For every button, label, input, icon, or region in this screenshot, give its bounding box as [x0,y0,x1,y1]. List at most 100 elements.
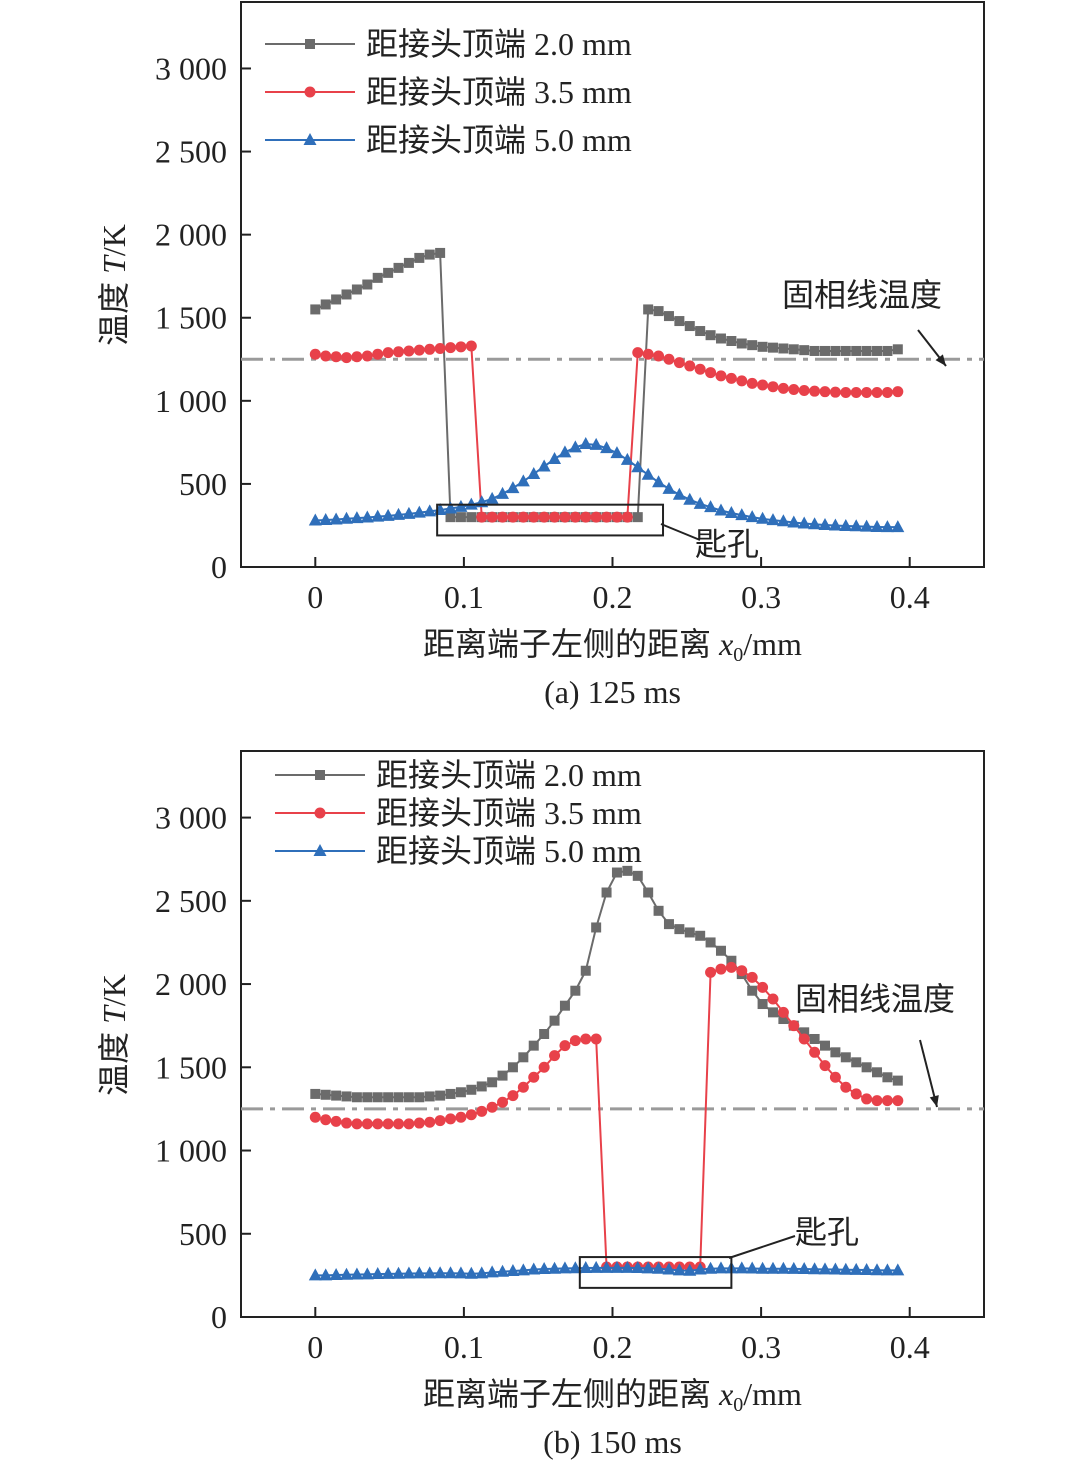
data-point-circle [840,1081,852,1093]
data-point-triangle [849,519,863,532]
data-point-triangle [381,508,395,521]
data-point-triangle [641,1261,655,1274]
data-point-circle [309,1111,321,1123]
data-point-square [674,924,685,935]
data-point-square [684,321,695,332]
data-point-triangle [704,500,718,513]
legend-label: 距接头顶端 3.5 mm [366,74,632,110]
keyhole-box [436,503,665,537]
y-tick-label: 2 000 [155,966,227,1002]
data-point-square [424,1091,435,1102]
data-point-circle [746,377,758,389]
data-point-triangle [423,504,437,517]
data-point-square [684,927,695,938]
data-point-circle [809,1046,821,1058]
data-point-triangle [392,507,406,520]
data-point-square [799,345,810,356]
data-point-triangle [860,519,874,532]
y-tick-label: 2 500 [155,883,227,919]
arrow-head-icon [929,1095,939,1107]
data-point-triangle [381,1266,395,1279]
data-point-triangle [714,503,728,516]
data-point-triangle [652,475,666,488]
series-circle [309,961,904,1273]
data-point-triangle [475,1266,489,1279]
data-point-triangle [880,1263,894,1276]
keyhole-box [578,1256,733,1289]
data-point-square [559,1000,570,1011]
data-point-circle [684,360,696,372]
data-point-circle [382,1118,394,1130]
data-point-square [643,887,654,898]
data-point-circle [393,1118,405,1130]
data-point-triangle [506,481,520,494]
data-point-square [435,1090,446,1101]
data-point-square [497,1070,508,1081]
data-point-triangle [589,1260,603,1273]
data-point-square [341,1091,352,1102]
data-point-square [372,272,383,283]
data-point-square [830,345,841,356]
arrow-head-icon [935,354,946,366]
data-point-triangle [683,1263,697,1276]
data-point-square [632,870,643,881]
data-point-square [653,306,664,317]
data-point-square [445,512,456,523]
y-tick-label: 1 500 [155,1049,227,1085]
data-point-triangle [610,1260,624,1273]
x-tick-label: 0 [307,1329,323,1365]
data-point-square [622,865,633,876]
data-point-triangle [870,1263,884,1276]
data-point-square [549,1015,560,1026]
data-point-triangle [548,451,562,464]
data-point-square [320,299,331,310]
data-point-triangle [444,501,458,514]
data-point-circle [413,1117,425,1129]
data-point-square [799,1027,810,1038]
data-point-square [362,279,373,290]
data-point-circle [517,511,529,523]
data-point-triangle [631,1261,645,1274]
y-axis-label-text: 温度 [96,1024,132,1096]
data-point-square [767,1007,778,1018]
data-point-triangle [402,506,416,519]
y-axis-label-unit: /K [96,974,132,1006]
data-point-circle [372,348,384,360]
data-point-triangle [454,1266,468,1279]
data-point-triangle [568,1261,582,1274]
data-point-triangle [485,491,499,504]
data-point-square [331,294,342,305]
data-point-triangle [849,1262,863,1275]
x-axis-label-sub: 0 [733,644,743,666]
y-tick-label: 3 000 [155,50,227,86]
data-point-square [351,1092,362,1103]
data-point-square [643,304,654,315]
data-point-square [788,344,799,355]
data-point-square [414,1092,425,1103]
data-point-triangle [548,1261,562,1274]
data-point-circle [788,1020,800,1032]
data-point-square [778,343,789,354]
data-point-circle [850,387,862,399]
data-point-circle [455,341,467,353]
data-point-circle [341,352,353,364]
data-point-circle [351,1118,363,1130]
data-point-square [414,252,425,263]
data-point-circle [341,1117,353,1129]
x-tick-label: 0.4 [890,579,930,615]
data-point-triangle [631,460,645,473]
data-point-square [726,955,737,966]
data-point-circle [314,807,326,819]
data-point-triangle [423,1266,437,1279]
x-tick-label: 0.4 [890,1329,930,1365]
data-point-triangle [766,513,780,526]
data-point-square [674,316,685,327]
data-point-circle [777,382,789,394]
data-point-square [851,1057,862,1068]
data-point-square [383,267,394,278]
data-point-triangle [610,446,624,459]
data-point-circle [715,963,727,975]
data-point-square [840,1052,851,1063]
y-axis-label-text: 温度 [96,274,132,346]
